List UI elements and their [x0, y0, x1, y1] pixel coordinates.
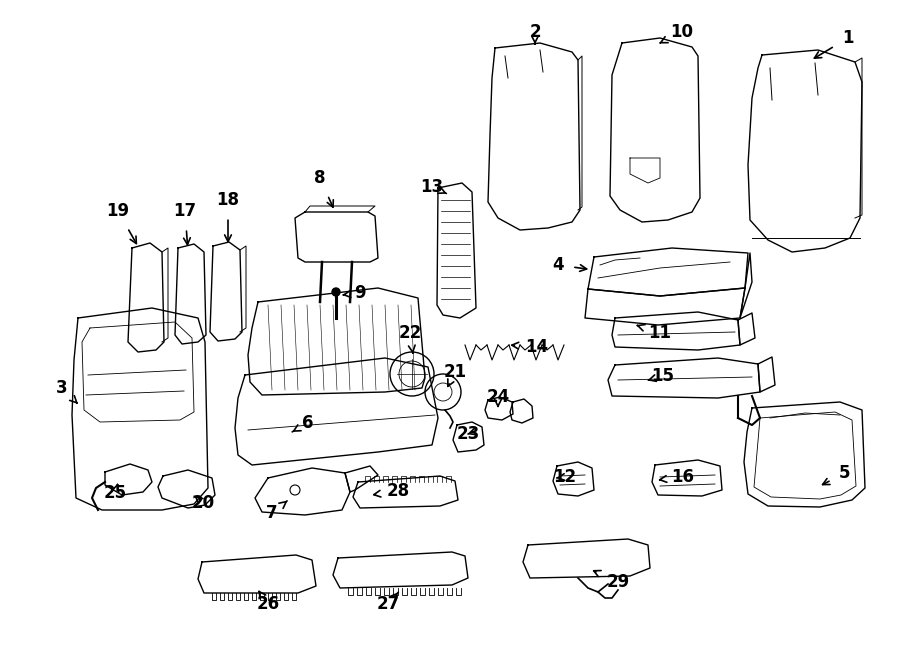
Text: 18: 18	[217, 191, 239, 241]
Text: 28: 28	[374, 482, 410, 500]
Text: 22: 22	[399, 324, 421, 353]
Text: 21: 21	[444, 363, 466, 386]
Polygon shape	[488, 43, 580, 230]
Polygon shape	[105, 464, 152, 495]
Polygon shape	[453, 422, 484, 452]
Polygon shape	[608, 358, 760, 398]
Polygon shape	[158, 470, 215, 508]
Text: 19: 19	[106, 202, 137, 243]
Text: 6: 6	[292, 414, 314, 432]
Text: 29: 29	[594, 570, 630, 591]
Polygon shape	[128, 243, 164, 352]
Text: 25: 25	[104, 484, 127, 502]
Polygon shape	[588, 248, 748, 296]
Polygon shape	[748, 50, 862, 252]
Text: 13: 13	[420, 178, 446, 196]
Text: 1: 1	[814, 29, 854, 58]
Polygon shape	[585, 288, 745, 325]
Polygon shape	[333, 552, 468, 588]
Polygon shape	[485, 397, 513, 420]
Text: 5: 5	[823, 464, 850, 485]
Polygon shape	[738, 313, 755, 345]
Text: 17: 17	[174, 202, 196, 245]
Polygon shape	[175, 244, 206, 344]
Text: 11: 11	[637, 324, 671, 342]
Polygon shape	[652, 460, 722, 496]
Polygon shape	[758, 357, 775, 392]
Text: 27: 27	[376, 592, 400, 613]
Text: 10: 10	[660, 23, 694, 43]
Polygon shape	[612, 312, 740, 350]
Text: 3: 3	[56, 379, 77, 403]
Polygon shape	[744, 402, 865, 507]
Polygon shape	[255, 468, 350, 515]
Text: 15: 15	[649, 367, 674, 385]
Text: 20: 20	[192, 494, 214, 512]
Polygon shape	[72, 308, 208, 510]
Text: 4: 4	[553, 256, 587, 274]
Polygon shape	[610, 38, 700, 222]
Text: 16: 16	[660, 468, 695, 486]
Polygon shape	[248, 288, 425, 395]
Text: 26: 26	[256, 592, 280, 613]
Circle shape	[332, 288, 340, 296]
Text: 8: 8	[314, 169, 333, 207]
Text: 7: 7	[266, 501, 287, 522]
Polygon shape	[198, 555, 316, 593]
Text: 12: 12	[554, 468, 577, 486]
Polygon shape	[345, 466, 378, 492]
Text: 14: 14	[512, 338, 549, 356]
Polygon shape	[437, 183, 476, 318]
Polygon shape	[235, 358, 438, 465]
Polygon shape	[510, 399, 533, 423]
Text: 9: 9	[343, 284, 365, 302]
Polygon shape	[740, 253, 752, 318]
Text: 23: 23	[456, 425, 480, 443]
Text: 24: 24	[486, 388, 509, 407]
Polygon shape	[210, 242, 242, 341]
Polygon shape	[553, 462, 594, 496]
Polygon shape	[523, 539, 650, 578]
Polygon shape	[353, 476, 458, 508]
Text: 2: 2	[529, 23, 541, 44]
Polygon shape	[295, 212, 378, 262]
